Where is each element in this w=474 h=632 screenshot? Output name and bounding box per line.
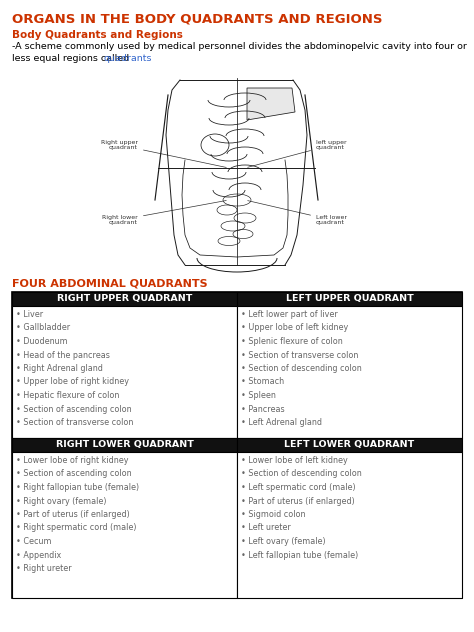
Text: • Section of descending colon: • Section of descending colon	[241, 364, 362, 373]
Text: • Section of transverse colon: • Section of transverse colon	[16, 418, 133, 427]
Bar	[237, 452, 462, 598]
Text: • Duodenum: • Duodenum	[16, 337, 68, 346]
Text: • Section of ascending colon: • Section of ascending colon	[16, 404, 132, 413]
Bar	[12, 438, 237, 452]
Text: LEFT UPPER QUADRANT: LEFT UPPER QUADRANT	[286, 295, 413, 303]
Text: -A scheme commonly used by medical personnel divides the abdominopelvic cavity i: -A scheme commonly used by medical perso…	[12, 42, 467, 51]
Text: • Part of uterus (if enlarged): • Part of uterus (if enlarged)	[16, 510, 130, 519]
Text: • Left lower part of liver: • Left lower part of liver	[241, 310, 338, 319]
Polygon shape	[247, 88, 295, 120]
Text: quadrants: quadrants	[104, 54, 153, 63]
Bar	[237, 292, 462, 306]
Text: • Lower lobe of left kidney: • Lower lobe of left kidney	[241, 456, 348, 465]
Bar	[12, 452, 237, 598]
Text: • Head of the pancreas: • Head of the pancreas	[16, 351, 110, 360]
Text: Right upper
quadrant: Right upper quadrant	[101, 140, 226, 167]
Text: RIGHT LOWER QUADRANT: RIGHT LOWER QUADRANT	[55, 441, 193, 449]
Text: RIGHT UPPER QUADRANT: RIGHT UPPER QUADRANT	[57, 295, 192, 303]
Text: • Appendix: • Appendix	[16, 550, 61, 559]
Text: • Hepatic flexure of colon: • Hepatic flexure of colon	[16, 391, 119, 400]
Text: • Part of uterus (if enlarged): • Part of uterus (if enlarged)	[241, 497, 355, 506]
Text: • Section of transverse colon: • Section of transverse colon	[241, 351, 358, 360]
Bar	[237, 438, 462, 452]
Bar	[12, 306, 237, 438]
Text: LEFT LOWER QUADRANT: LEFT LOWER QUADRANT	[284, 441, 415, 449]
Text: • Cecum: • Cecum	[16, 537, 52, 546]
Text: • Lower lobe of right kidney: • Lower lobe of right kidney	[16, 456, 128, 465]
Text: Body Quadrants and Regions: Body Quadrants and Regions	[12, 30, 183, 40]
Text: • Left spermatic cord (male): • Left spermatic cord (male)	[241, 483, 356, 492]
Text: • Right ureter: • Right ureter	[16, 564, 72, 573]
Text: less equal regions called: less equal regions called	[12, 54, 132, 63]
Text: • Right fallopian tube (female): • Right fallopian tube (female)	[16, 483, 139, 492]
Bar	[237, 306, 462, 438]
Text: ORGANS IN THE BODY QUADRANTS AND REGIONS: ORGANS IN THE BODY QUADRANTS AND REGIONS	[12, 12, 383, 25]
Text: • Pancreas: • Pancreas	[241, 404, 284, 413]
Text: Right lower
quadrant: Right lower quadrant	[102, 200, 226, 226]
Text: FOUR ABDOMINAL QUADRANTS: FOUR ABDOMINAL QUADRANTS	[12, 278, 208, 288]
Text: • Liver: • Liver	[16, 310, 43, 319]
Text: • Section of descending colon: • Section of descending colon	[241, 470, 362, 478]
Text: • Stomach: • Stomach	[241, 377, 284, 387]
Text: • Upper lobe of left kidney: • Upper lobe of left kidney	[241, 324, 348, 332]
Text: • Left ovary (female): • Left ovary (female)	[241, 537, 326, 546]
Bar	[12, 292, 237, 306]
Text: • Gallbladder: • Gallbladder	[16, 324, 70, 332]
Text: Left lower
quadrant: Left lower quadrant	[248, 200, 347, 226]
Bar	[12, 292, 462, 598]
Text: • Splenic flexure of colon: • Splenic flexure of colon	[241, 337, 343, 346]
Text: • Right Adrenal gland: • Right Adrenal gland	[16, 364, 103, 373]
Text: • Spleen: • Spleen	[241, 391, 276, 400]
Text: • Left fallopian tube (female): • Left fallopian tube (female)	[241, 550, 358, 559]
Text: • Section of ascending colon: • Section of ascending colon	[16, 470, 132, 478]
Text: • Sigmoid colon: • Sigmoid colon	[241, 510, 306, 519]
Text: • Right spermatic cord (male): • Right spermatic cord (male)	[16, 523, 137, 533]
Text: left upper
quadrant: left upper quadrant	[248, 140, 346, 167]
Text: • Left ureter: • Left ureter	[241, 523, 291, 533]
Text: • Upper lobe of right kidney: • Upper lobe of right kidney	[16, 377, 129, 387]
Text: • Right ovary (female): • Right ovary (female)	[16, 497, 107, 506]
Text: • Left Adrenal gland: • Left Adrenal gland	[241, 418, 322, 427]
